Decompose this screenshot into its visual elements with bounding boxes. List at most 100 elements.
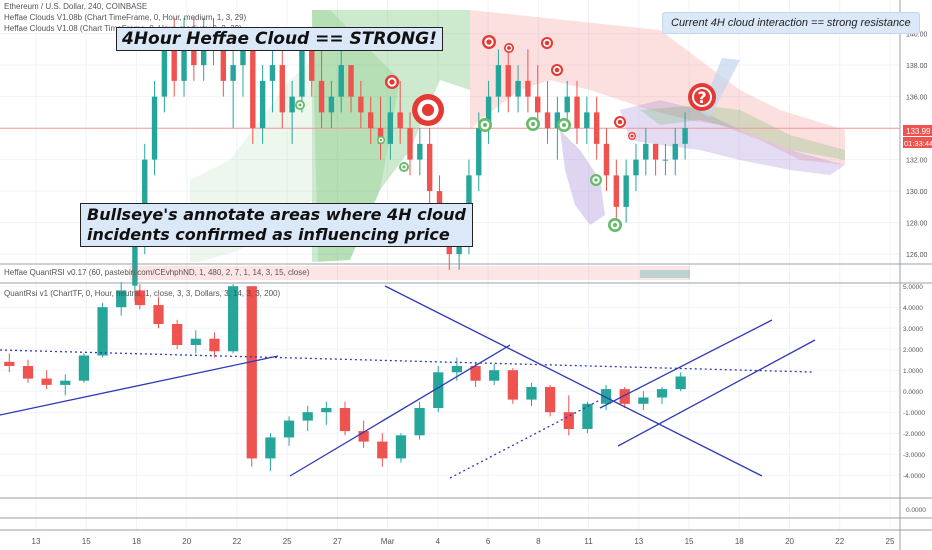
bullseye-center [402,165,406,169]
price-candle [289,80,295,144]
price-tick-label: 136.00 [906,95,928,102]
x-tick-label: 6 [486,537,491,546]
annotation-bullseye-line2: incidents confirmed as influencing price [87,225,450,244]
oscillator-candles[interactable] [4,282,686,471]
osc-candle [60,374,71,396]
price-candle [368,96,374,144]
cloud-purple-band [560,130,605,225]
candle-body [309,49,315,81]
candle-body [259,80,266,129]
osc-tick-label: -4.0000 [903,473,925,480]
trendline [384,285,763,477]
bullseye-center [486,39,492,45]
trendline-dotted [0,349,813,373]
candle-body [161,49,168,97]
price-tick-label: 138.00 [906,63,928,70]
candle-body [505,65,511,97]
bullseye-red [541,37,553,49]
cloud-green-band [312,10,400,262]
candle-body [476,128,482,176]
bullseye-center [298,103,302,107]
legend-quantrsi: QuantRsi v1 (ChartTF, 0, Hour, neutral, … [4,289,280,298]
osc-candle [489,363,500,385]
price-candle [643,128,649,176]
candle-body [289,96,295,113]
candle-body [593,112,600,144]
price-candle [574,80,580,144]
bullseye-green [377,136,385,144]
osc-candle [582,401,593,434]
candle-body [377,441,388,459]
candle-body [574,96,580,129]
strip-band [130,266,690,280]
osc-candle [414,401,425,440]
x-tick-label: 25 [283,537,292,546]
candle-body [338,65,344,97]
price-candle [269,49,276,113]
price-candle [377,96,384,160]
candle-body [426,143,433,192]
legend-cloud1: Heffae Clouds V1.08b (Chart TimeFrame, 0… [4,13,247,22]
osc-candle [4,353,15,373]
candle-body [515,80,521,97]
osc-candle [190,330,201,354]
price-candle [318,49,325,129]
trendline [599,319,773,409]
candle-body [613,175,620,207]
candle-body [358,96,364,113]
osc-candle [265,433,276,471]
osc-candle [302,405,313,432]
candle-body [318,80,325,113]
bullseye-green [478,118,492,132]
bullseye-center [594,178,598,182]
candle-body [564,96,570,113]
candle-body [619,389,630,404]
candle-body [190,338,201,345]
candle-body [633,159,639,176]
bullseye-red [551,64,563,76]
candle-body [151,96,158,160]
candle-body [116,290,127,308]
price-badge-countdown: 01:33:44 [904,139,932,148]
cloud-purple-band [620,100,845,175]
price-candle [525,49,531,113]
candle-body [250,49,256,129]
candle-body [507,370,518,400]
bullseye-center [379,138,383,142]
question-marker: ? [688,58,740,118]
x-tick-label: 18 [132,537,141,546]
trendline [289,344,511,477]
x-tick-label: 18 [735,537,744,546]
candle-body [495,65,502,97]
price-candle [662,143,669,176]
osc-tick-label: 1.0000 [903,368,923,375]
bullseye-green [399,162,409,172]
candle-body [643,143,649,160]
trendlines [0,285,816,479]
candle-body [299,49,305,97]
price-candle [613,159,620,223]
price-candle [259,65,266,144]
candle-body [132,238,138,286]
x-tick-label: 11 [584,537,593,546]
candle-body [656,389,668,398]
price-candle [495,49,502,113]
osc-candle [283,416,295,446]
candle-body [526,387,537,400]
bullseye-center [554,67,560,73]
x-tick-label: 22 [835,537,844,546]
price-candle [417,128,423,176]
candle-body [220,49,227,81]
osc-tick-label: 3.0000 [903,326,923,333]
legend-quantrsi-lines: Heffae QuantRSI v0.17 (60, pastebin.com/… [4,268,310,277]
candle-body [60,380,71,385]
x-tick-label: 27 [333,537,342,546]
bullseye-green [557,118,571,132]
candle-body [662,159,669,161]
candle-body [582,403,593,429]
osc-candle [172,319,183,350]
candle-body [172,324,183,345]
osc2-tick-label: 0.0000 [906,507,926,514]
candle-body [134,290,145,306]
osc-tick-label: 0.0000 [903,389,923,396]
